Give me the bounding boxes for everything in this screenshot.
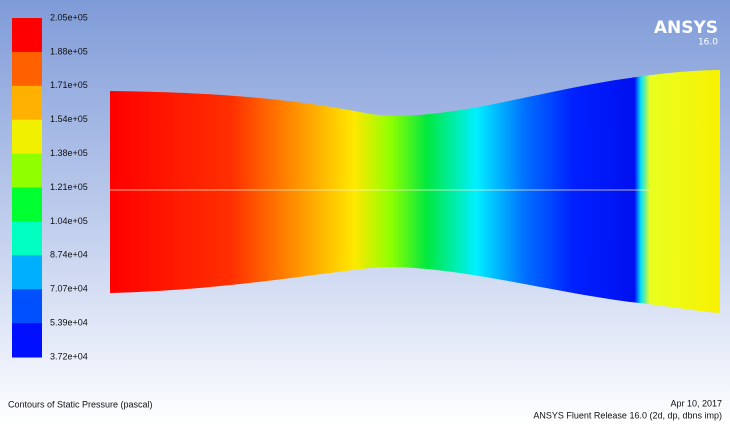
colorbar-band bbox=[12, 323, 42, 358]
colorbar-label: 2.05e+05 bbox=[50, 12, 88, 22]
colorbar: 2.05e+05 1.88e+05 1.71e+05 1.54e+05 1.38e+05… bbox=[12, 12, 88, 361]
colorbar-label: 3.72e+04 bbox=[50, 351, 88, 361]
colorbar-label: 1.88e+05 bbox=[50, 46, 88, 56]
colorbar-band bbox=[12, 18, 42, 53]
colorbar-band bbox=[12, 289, 42, 324]
logo-brand: ANSYS bbox=[654, 18, 718, 38]
colorbar-label: 1.21e+05 bbox=[50, 182, 88, 192]
date: Apr 10, 2017 bbox=[670, 398, 722, 408]
colorbar-label: 1.54e+05 bbox=[50, 114, 88, 124]
colorbar-band bbox=[12, 187, 42, 222]
colorbar-label: 1.71e+05 bbox=[50, 80, 88, 90]
colorbar-label: 7.07e+04 bbox=[50, 284, 88, 294]
colorbar-label: 8.74e+04 bbox=[50, 250, 88, 260]
nozzle-contour bbox=[110, 70, 720, 313]
colorbar-label: 5.39e+04 bbox=[50, 317, 88, 327]
colorbar-band bbox=[12, 119, 42, 155]
colorbar-band bbox=[12, 51, 42, 87]
colorbar-label: 1.38e+05 bbox=[50, 148, 88, 158]
caption: Contours of Static Pressure (pascal) bbox=[8, 399, 153, 409]
colorbar-band bbox=[12, 153, 42, 188]
colorbar-label: 1.04e+05 bbox=[50, 216, 88, 226]
colorbar-band bbox=[12, 85, 42, 121]
release: ANSYS Fluent Release 16.0 (2d, dp, dbns … bbox=[533, 410, 722, 420]
colorbar-band bbox=[12, 221, 42, 256]
logo-version: 16.0 bbox=[698, 38, 718, 48]
colorbar-band bbox=[12, 255, 42, 290]
